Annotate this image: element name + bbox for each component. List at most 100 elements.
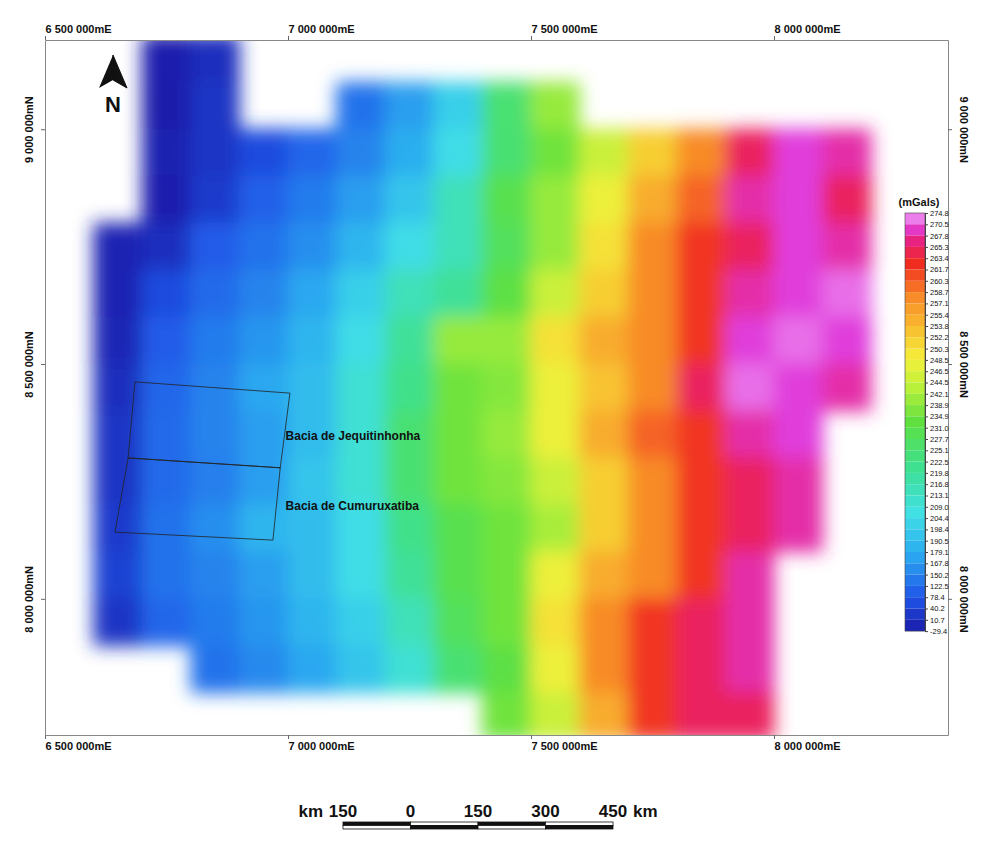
heat-cell [628,317,678,365]
north-arrow: N [99,55,127,117]
axis: 8 000 000mN8 500 000mN9 000 000mN [948,41,970,736]
arrow-half [99,55,113,88]
tick-mark [925,315,928,316]
heat-cell [725,129,775,177]
color-bar-segment [905,326,925,337]
scale-bar-segment [343,822,411,826]
tick-mark [925,473,928,474]
heat-cell [336,317,386,365]
scale-bar-segment [546,826,614,830]
heat-cell [239,457,289,505]
heat-cell [774,176,824,224]
tick-mark [925,620,928,621]
heat-cell [774,410,824,458]
heat-cell [385,317,435,365]
tick-mark [925,213,928,214]
tick: 10.7 [925,616,945,625]
heat-cell [190,176,240,224]
heat-cell [531,129,581,177]
heat-cell [774,457,824,505]
tick: 265.3 [925,243,949,252]
tick-label: 8 000 000mN [958,566,970,633]
heat-cell [385,645,435,693]
heat-cell [725,410,775,458]
tick-label: 179.1 [930,548,949,557]
heat-cell [676,364,726,412]
tick-label: 238.9 [930,401,949,410]
plot-area [93,40,872,735]
heat-cell [531,317,581,365]
heat-cell [676,317,726,365]
axis: 274.8270.5267.8265.3263.4261.7260.3258.7… [925,209,949,636]
heat-cell [482,645,532,693]
tick-label: 150.2 [930,571,949,580]
heat-cell [774,364,824,412]
tick-label: 252.2 [930,333,949,342]
tick-mark [925,303,928,304]
tick-label: 231.0 [930,424,949,433]
tick: 263.4 [925,254,949,263]
color-bar-segment [905,609,925,620]
tick-mark [774,735,775,739]
tick: 225.1 [925,446,949,455]
tick-mark [925,439,928,440]
heat-cell [482,176,532,224]
heat-cell [774,223,824,271]
map-figure: Bacia de JequitinhonhaBacia de Cumuruxat… [0,0,992,855]
color-bar-segment [905,281,925,292]
tick-label: 8 000 000mE [775,740,841,752]
heat-cell [288,129,338,177]
color-bar-segment [905,270,925,281]
heat-cell [288,317,338,365]
tick-label: 270.5 [930,220,949,229]
color-bar-segment [905,575,925,586]
tick: 267.8 [925,232,949,241]
heat-cell [579,223,629,271]
arrow-half [113,55,127,88]
tick: 198.4 [925,525,949,534]
tick: 204.4 [925,514,949,523]
north-label: N [105,92,121,117]
heat-cell [190,82,240,130]
axis: 6 500 000mE7 000 000mE7 500 000mE8 000 0… [46,23,949,41]
tick-mark [925,597,928,598]
tick-mark [925,349,928,350]
tick: 9 000 000mN [948,96,970,163]
tick-label: 255.4 [930,311,949,320]
tick: 40.2 [925,604,945,613]
heat-cell [579,410,629,458]
tick-mark [925,270,928,271]
heat-cell [336,129,386,177]
heat-cell [725,364,775,412]
heat-cell [676,129,726,177]
heat-cell [531,364,581,412]
tick-mark [925,450,928,451]
heat-cell [774,270,824,318]
heat-cell [336,364,386,412]
heat-cell [676,223,726,271]
axis-line [925,214,926,632]
heat-cell [725,692,775,735]
tick: 179.1 [925,548,949,557]
axis: 6 500 000mE7 000 000mE7 500 000mE8 000 0… [46,735,949,752]
heat-cell [239,551,289,599]
heat-cell [142,364,192,412]
color-bar-segment [905,292,925,303]
scale-bar-segment [411,826,479,830]
tick: 78.4 [925,593,945,602]
heat-cell [288,598,338,646]
heat-cell [239,598,289,646]
heat-cell [336,223,386,271]
tick-mark [531,36,532,40]
heat-cell [628,598,678,646]
heat-cell [190,504,240,552]
tick-label: 248.5 [930,356,949,365]
heat-cell [628,223,678,271]
heat-cell [482,270,532,318]
tick: 252.2 [925,333,949,342]
color-bar-segment [905,371,925,382]
tick-label: 216.8 [930,480,949,489]
tick-mark [41,599,45,600]
scale-bar-unit: km [298,802,323,821]
tick-mark [925,586,928,587]
